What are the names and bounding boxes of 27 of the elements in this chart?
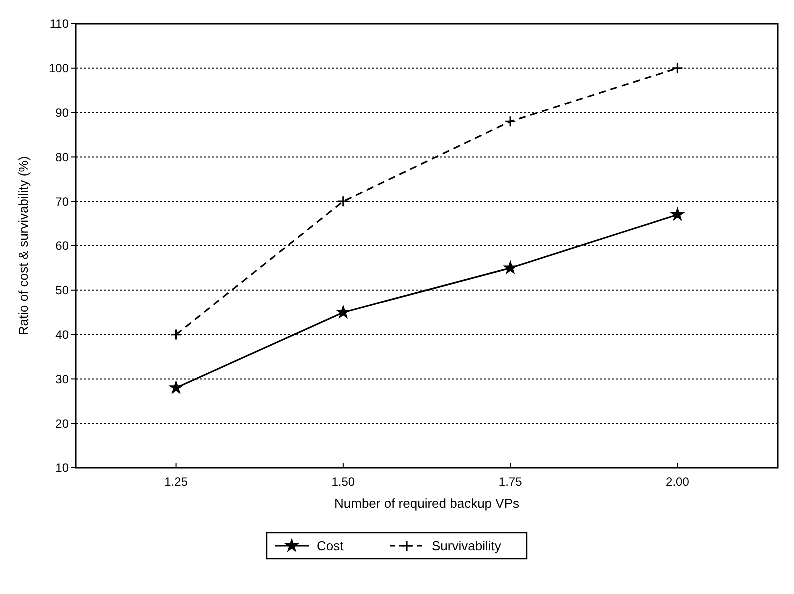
point [670, 207, 686, 222]
point [503, 260, 518, 275]
x-axis-title: Number of required backup VPs [334, 496, 520, 511]
y-tick-label: 80 [56, 150, 70, 164]
point [504, 116, 516, 128]
y-tick-label: 90 [56, 106, 70, 120]
point [336, 304, 351, 319]
x-tick-label: 1.50 [332, 475, 356, 489]
y-tick-label: 20 [56, 416, 70, 431]
point [338, 196, 350, 208]
point [672, 62, 684, 74]
y-tick-label: 100 [48, 62, 70, 76]
x-tick-label: 2.00 [666, 475, 690, 489]
y-tick-label: 10 [56, 461, 70, 476]
y-tick-label: 70 [56, 194, 70, 209]
point [168, 380, 184, 394]
legend-label: Survivability [432, 538, 502, 554]
y-tick-label: 40 [56, 328, 70, 342]
y-tick-label: 50 [56, 284, 70, 298]
x-tick-label: 1.75 [498, 475, 523, 489]
y-axis-title: Ratio of cost & survivability (%) [16, 156, 31, 336]
y-tick-label: 110 [50, 17, 70, 32]
point [170, 329, 182, 341]
x-tick-label: 1.25 [164, 475, 188, 489]
y-tick-label: 30 [56, 372, 70, 386]
y-tick-label: 60 [56, 239, 70, 254]
legend-label: Cost [317, 538, 344, 554]
